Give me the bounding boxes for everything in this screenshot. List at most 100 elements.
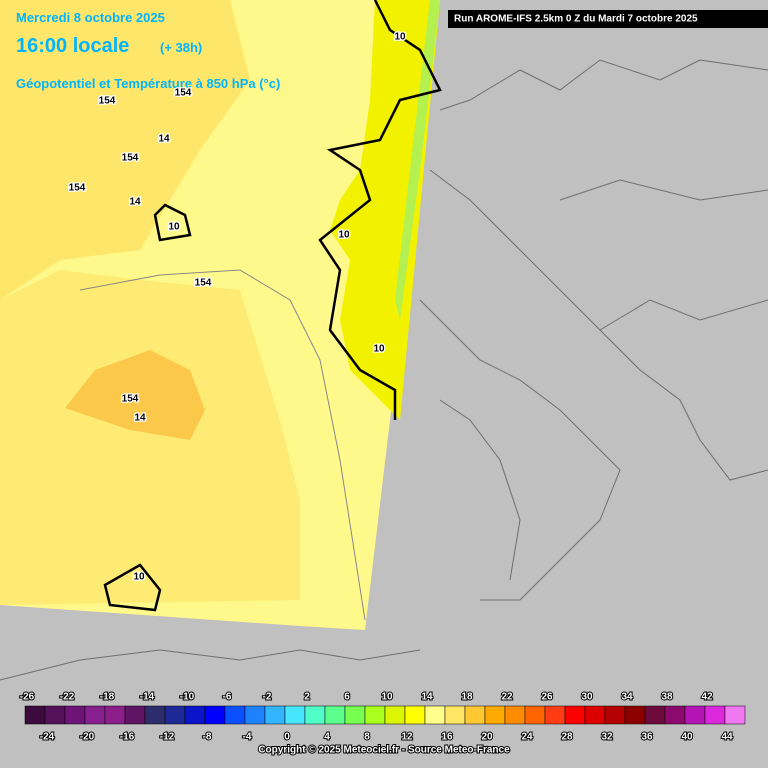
legend-swatch — [484, 705, 506, 725]
legend-swatch — [284, 705, 306, 725]
legend-label: 2 — [304, 692, 310, 703]
legend-label: -6 — [223, 692, 232, 703]
legend-swatch — [224, 705, 246, 725]
legend-swatch — [384, 705, 406, 725]
contour-label: 10 — [394, 32, 406, 43]
legend-label: -4 — [243, 732, 252, 743]
legend-swatch — [644, 705, 666, 725]
legend-swatch — [304, 705, 326, 725]
legend-swatch — [64, 705, 86, 725]
legend-label: -20 — [80, 732, 95, 743]
parameter: Géopotentiel et Température à 850 hPa (°… — [16, 76, 280, 91]
legend-label: -12 — [160, 732, 175, 743]
legend-label: -22 — [60, 692, 75, 703]
legend-swatch — [324, 705, 346, 725]
border — [439, 59, 768, 111]
legend-label: 34 — [621, 692, 633, 703]
legend-label: -18 — [100, 692, 115, 703]
coastline — [0, 649, 421, 681]
field-warm — [0, 270, 300, 605]
legend-label: 14 — [421, 692, 433, 703]
legend-label: 36 — [641, 732, 653, 743]
isohypse — [79, 269, 366, 621]
legend-label: -2 — [263, 692, 272, 703]
legend-swatch — [624, 705, 646, 725]
legend-label: -10 — [180, 692, 195, 703]
legend-swatch — [344, 705, 366, 725]
contour-label: 10 — [338, 230, 350, 241]
legend-swatch — [404, 705, 426, 725]
legend-swatch — [264, 705, 286, 725]
legend-swatch — [424, 705, 446, 725]
legend-swatch — [704, 705, 726, 725]
date: Mercredi 8 octobre 2025 — [16, 10, 165, 25]
legend-label: 6 — [344, 692, 350, 703]
contour-label: 154 — [122, 394, 139, 405]
legend-swatch — [664, 705, 686, 725]
legend-label: 38 — [661, 692, 673, 703]
legend-label: 40 — [681, 732, 693, 743]
legend-label: 30 — [581, 692, 593, 703]
contour-label: 14 — [158, 134, 170, 145]
borders — [0, 59, 768, 681]
contour-label: 14 — [134, 413, 146, 424]
contour-label: 10 — [373, 344, 385, 355]
legend-label: 0 — [284, 732, 290, 743]
legend-swatch — [684, 705, 706, 725]
legend-swatch — [124, 705, 146, 725]
contour-label: 154 — [195, 278, 212, 289]
legend-swatch — [44, 705, 66, 725]
coastline — [419, 299, 621, 601]
legend-label: 8 — [364, 732, 370, 743]
contour-label: 14 — [129, 197, 141, 208]
isohypses — [79, 269, 366, 621]
legend-label: -26 — [20, 692, 35, 703]
coastline — [429, 169, 768, 481]
run-banner — [448, 10, 768, 28]
border — [559, 179, 768, 201]
legend-label: -16 — [120, 732, 135, 743]
contour-label: 10 — [133, 572, 145, 583]
legend-swatch — [584, 705, 606, 725]
contour-label: 154 — [69, 183, 86, 194]
contour-label: 10 — [168, 222, 180, 233]
legend-swatch — [164, 705, 186, 725]
legend-label: 18 — [461, 692, 473, 703]
legend-label: 42 — [701, 692, 713, 703]
contour-label: 154 — [175, 88, 192, 99]
offset: (+ 38h) — [160, 40, 202, 55]
legend-label: 44 — [721, 732, 733, 743]
legend-label: 26 — [541, 692, 553, 703]
time: 16:00 locale — [16, 35, 129, 57]
contour-label: 154 — [122, 153, 139, 164]
run-info: Run AROME-IFS 2.5km 0 Z du Mardi 7 octob… — [454, 14, 698, 25]
contours — [103, 0, 442, 612]
legend-swatch — [24, 705, 46, 725]
legend-label: 10 — [381, 692, 393, 703]
legend-label: -24 — [40, 732, 55, 743]
legend-swatch — [504, 705, 526, 725]
field-green — [395, 0, 440, 320]
legend-label: 4 — [324, 732, 330, 743]
legend-label: 16 — [441, 732, 453, 743]
legend-swatch — [604, 705, 626, 725]
legend-swatch — [724, 705, 746, 725]
field-bright — [330, 0, 440, 420]
legend-swatch — [204, 705, 226, 725]
border — [599, 299, 768, 331]
legend-swatch — [564, 705, 586, 725]
legend-label: 24 — [521, 732, 533, 743]
copyright: Copyright © 2025 Meteociel.fr - Source M… — [258, 745, 510, 756]
contour-label: 154 — [99, 96, 116, 107]
legend-label: -14 — [140, 692, 155, 703]
legend-label: -8 — [203, 732, 212, 743]
legend-label: 12 — [401, 732, 413, 743]
legend-swatch — [544, 705, 566, 725]
legend-label: 32 — [601, 732, 613, 743]
legend-swatch — [144, 705, 166, 725]
contour — [153, 203, 192, 242]
legend-label: 28 — [561, 732, 573, 743]
legend-swatch — [244, 705, 266, 725]
legend-label: 22 — [501, 692, 513, 703]
